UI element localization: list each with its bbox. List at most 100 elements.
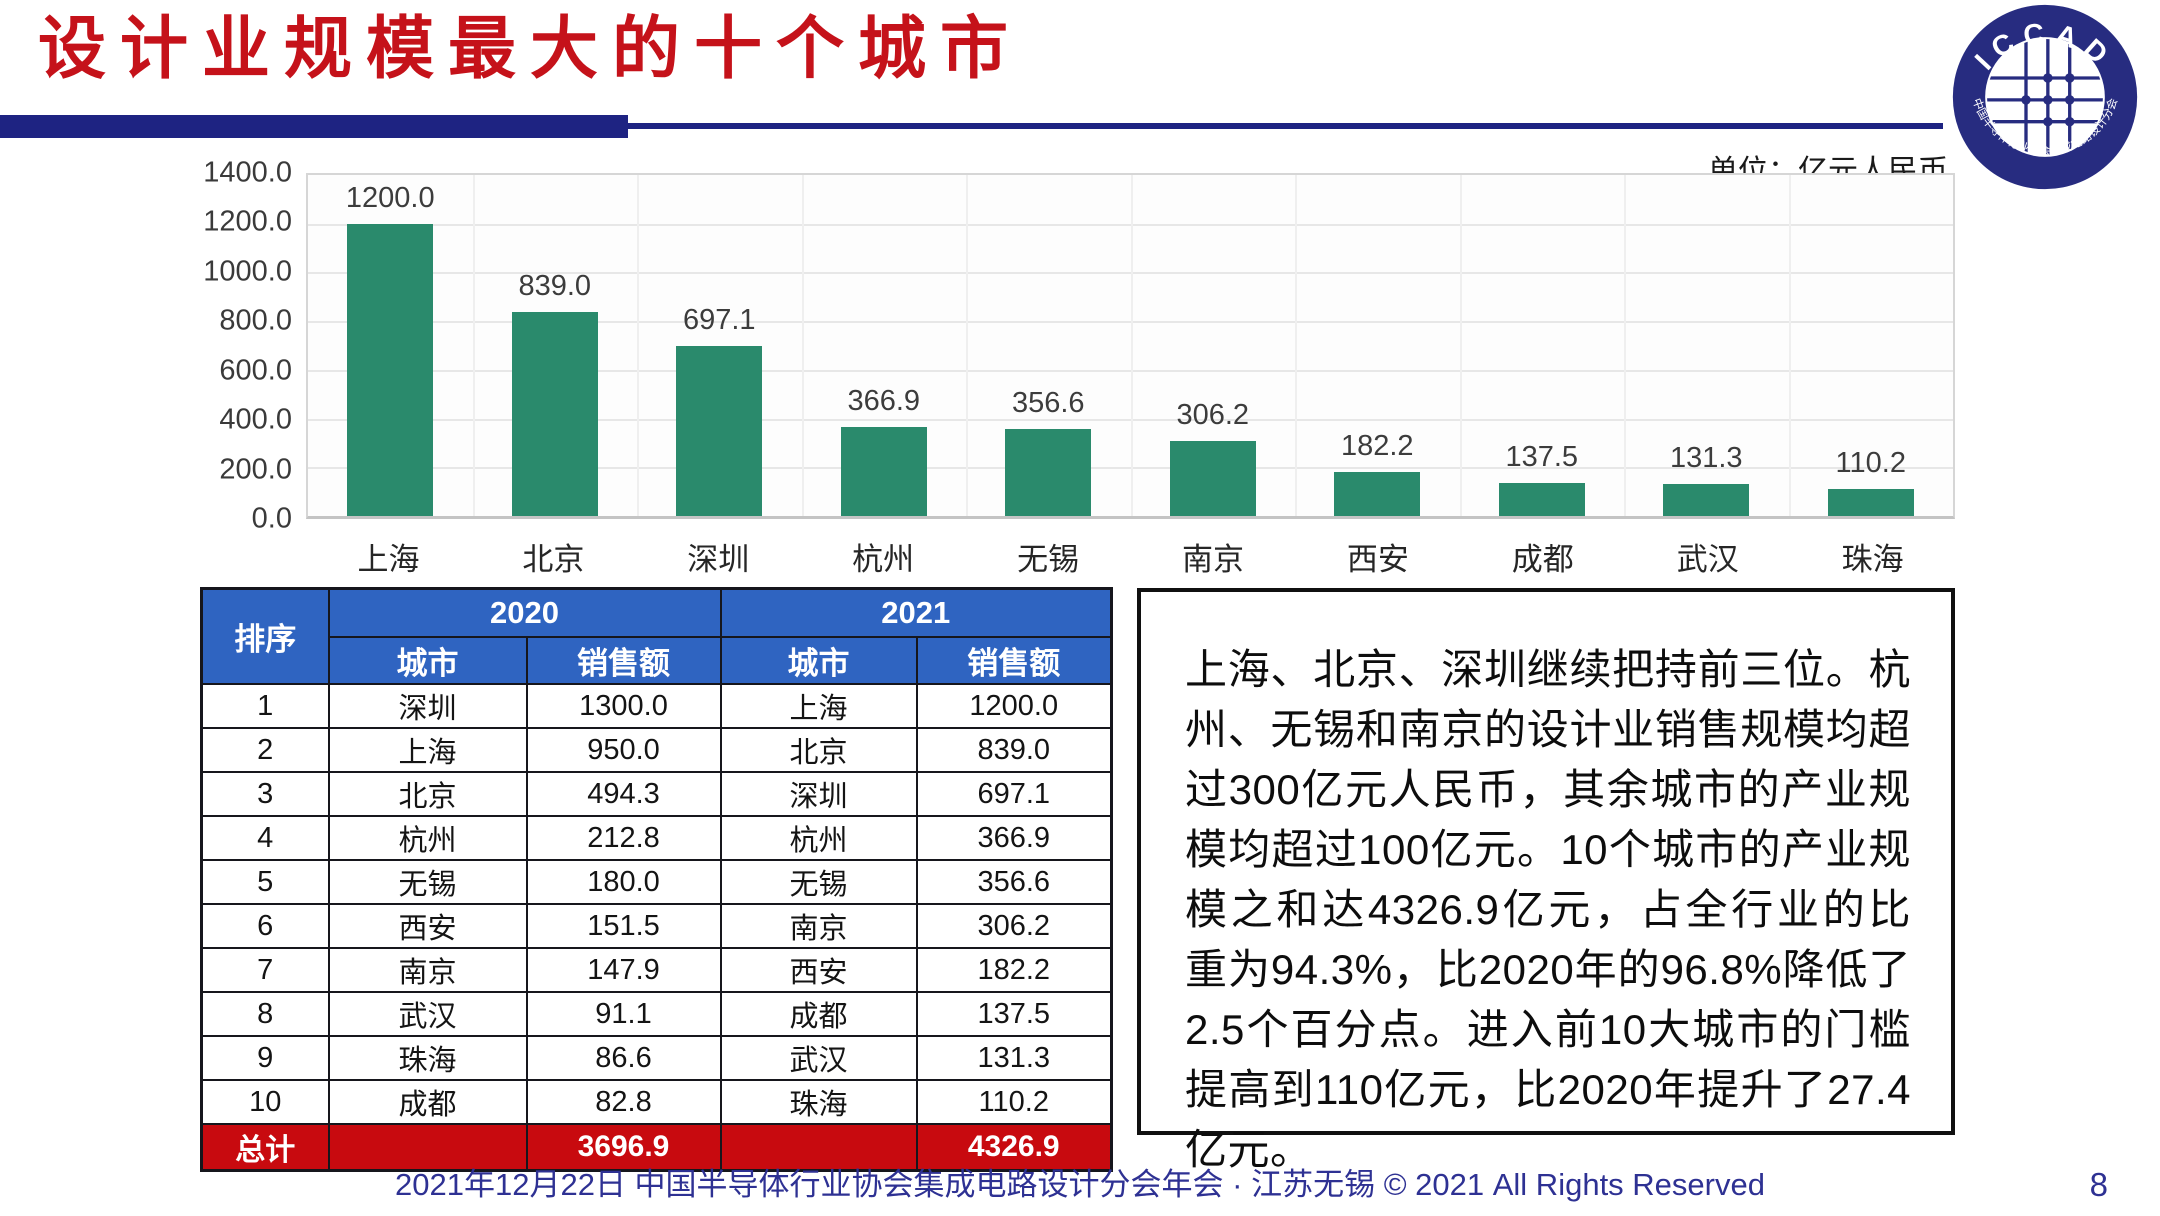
y-tick-label: 400.0 — [219, 403, 292, 436]
bar-value-label: 1200.0 — [345, 181, 435, 214]
v-gridline — [966, 175, 968, 516]
total-label-cell: 总计 — [200, 1123, 330, 1172]
city-2021-cell: 南京 — [719, 903, 918, 949]
bar-value-label: 110.2 — [1835, 447, 1906, 480]
v-gridline — [801, 175, 804, 516]
v-gridline — [1295, 175, 1297, 516]
y-tick-label: 0.0 — [251, 502, 292, 535]
v-gridline — [1130, 175, 1133, 516]
table-total-row: 总计 3696.9 4326.9 — [200, 1123, 1113, 1172]
city-2021-cell: 成都 — [719, 991, 918, 1037]
y-tick-label: 800.0 — [219, 304, 292, 337]
rank-cell: 4 — [200, 815, 330, 861]
bar-value-label: 697.1 — [682, 304, 756, 337]
bar — [1498, 482, 1585, 516]
city-2020-cell: 上海 — [327, 727, 528, 773]
logo-grid-dots — [2021, 73, 2075, 127]
sales-2021-cell: 137.5 — [915, 991, 1113, 1037]
iccad-logo-svg: ICCAD 中国半导体行业协会集成电路设计分会 — [1952, 4, 2138, 190]
bar — [347, 223, 434, 516]
bar-value-label: 131.3 — [1669, 442, 1743, 475]
bar — [676, 346, 763, 516]
table-row: 5 无锡 180.0 无锡 356.6 — [200, 859, 1113, 905]
total-city-2020-cell — [327, 1123, 528, 1172]
title-divider-thick — [0, 115, 628, 138]
table-row: 1 深圳 1300.0 上海 1200.0 — [200, 683, 1113, 729]
city-2020-cell: 成都 — [327, 1079, 528, 1125]
commentary-text: 上海、北京、深圳继续把持前三位。杭州、无锡和南京的设计业销售规模均超过300亿元… — [1185, 646, 1911, 1173]
city-2021-header: 城市 — [719, 636, 918, 685]
city-2020-cell: 北京 — [327, 771, 528, 817]
sales-2021-cell: 182.2 — [915, 947, 1113, 993]
rank-cell: 6 — [200, 903, 330, 949]
sales-2021-cell: 839.0 — [915, 727, 1113, 773]
ranking-table: 排序 2020 2021 城市 销售额 城市 销售额 1 深圳 1300.0 上海 12… — [200, 587, 1113, 1172]
table-row: 2 上海 950.0 北京 839.0 — [200, 727, 1113, 773]
sales-2020-cell: 86.6 — [525, 1035, 722, 1081]
sales-2021-header: 销售额 — [915, 636, 1113, 685]
table-header-row-sub: 城市 销售额 城市 销售额 — [202, 636, 1113, 685]
city-2021-cell: 上海 — [719, 683, 918, 729]
bar — [840, 426, 927, 516]
city-2020-header: 城市 — [327, 636, 528, 685]
sales-2021-cell: 1200.0 — [915, 683, 1113, 729]
bar-columns: 1200.0 839.0 697.1 366.9 356.6 306.2 182.2 137.… — [308, 175, 1953, 516]
city-2021-cell: 深圳 — [719, 771, 918, 817]
chart-inner: 1400.0 1200.0 1000.0 800.0 600.0 400.0 200.0 0.… — [200, 157, 1955, 535]
bar-column: 137.5 — [1460, 175, 1625, 516]
year-2020-header: 2020 — [327, 587, 722, 638]
bar-value-label: 356.6 — [1011, 387, 1085, 420]
bar-column: 366.9 — [802, 175, 967, 516]
rank-column-header: 排序 — [200, 587, 330, 685]
bar-column: 131.3 — [1624, 175, 1789, 516]
table-header-row-years: 排序 2020 2021 — [200, 587, 1113, 685]
city-2020-cell: 杭州 — [327, 815, 528, 861]
city-2020-cell: 无锡 — [327, 859, 528, 905]
x-category-label: 杭州 — [852, 542, 915, 577]
chart-plot: 1200.0 839.0 697.1 366.9 356.6 306.2 182.2 137.… — [306, 173, 1955, 519]
x-category-label: 上海 — [357, 542, 420, 577]
bar-value-label: 306.2 — [1176, 399, 1250, 432]
bar-column: 839.0 — [473, 175, 638, 516]
bar — [1827, 489, 1914, 516]
rank-cell: 10 — [200, 1079, 330, 1125]
total-city-2021-cell — [719, 1123, 918, 1172]
bar-column: 306.2 — [1131, 175, 1296, 516]
sales-2021-cell: 366.9 — [915, 815, 1113, 861]
y-tick-label: 1400.0 — [203, 156, 292, 189]
table-row: 10 成都 82.8 珠海 110.2 — [200, 1079, 1113, 1125]
x-category-label: 南京 — [1181, 542, 1244, 577]
bar — [1334, 471, 1421, 516]
bar — [1663, 484, 1750, 516]
city-2020-cell: 西安 — [327, 903, 528, 949]
total-sales-2021-cell: 4326.9 — [915, 1123, 1113, 1172]
x-category-label: 武汉 — [1676, 542, 1739, 577]
v-gridline — [472, 175, 475, 516]
page-title: 设计业规模最大的十个城市 — [38, 11, 1023, 87]
city-2021-cell: 珠海 — [719, 1079, 918, 1125]
v-gridline — [1788, 175, 1791, 516]
table-row: 8 武汉 91.1 成都 137.5 — [200, 991, 1113, 1037]
bar-column: 182.2 — [1295, 175, 1460, 516]
bar — [1005, 429, 1092, 516]
y-tick-label: 1200.0 — [203, 205, 292, 238]
city-2020-cell: 武汉 — [327, 991, 528, 1037]
sales-2020-cell: 212.8 — [525, 815, 722, 861]
rank-cell: 9 — [200, 1035, 330, 1081]
table-row: 7 南京 147.9 西安 182.2 — [200, 947, 1113, 993]
city-2021-cell: 北京 — [719, 727, 918, 773]
table-row: 9 珠海 86.6 武汉 131.3 — [200, 1035, 1113, 1081]
x-category-label: 珠海 — [1841, 542, 1904, 577]
bar-column: 697.1 — [637, 175, 802, 516]
v-gridline — [1459, 175, 1462, 516]
total-sales-2020-cell: 3696.9 — [525, 1123, 722, 1172]
sales-2021-cell: 306.2 — [915, 903, 1113, 949]
sales-2020-cell: 151.5 — [525, 903, 722, 949]
bar-column: 356.6 — [966, 175, 1131, 516]
sales-2021-cell: 697.1 — [915, 771, 1113, 817]
sales-2020-cell: 82.8 — [525, 1079, 722, 1125]
table-row: 4 杭州 212.8 杭州 366.9 — [200, 815, 1113, 861]
city-2021-cell: 西安 — [719, 947, 918, 993]
title-divider-thin — [628, 123, 1943, 129]
